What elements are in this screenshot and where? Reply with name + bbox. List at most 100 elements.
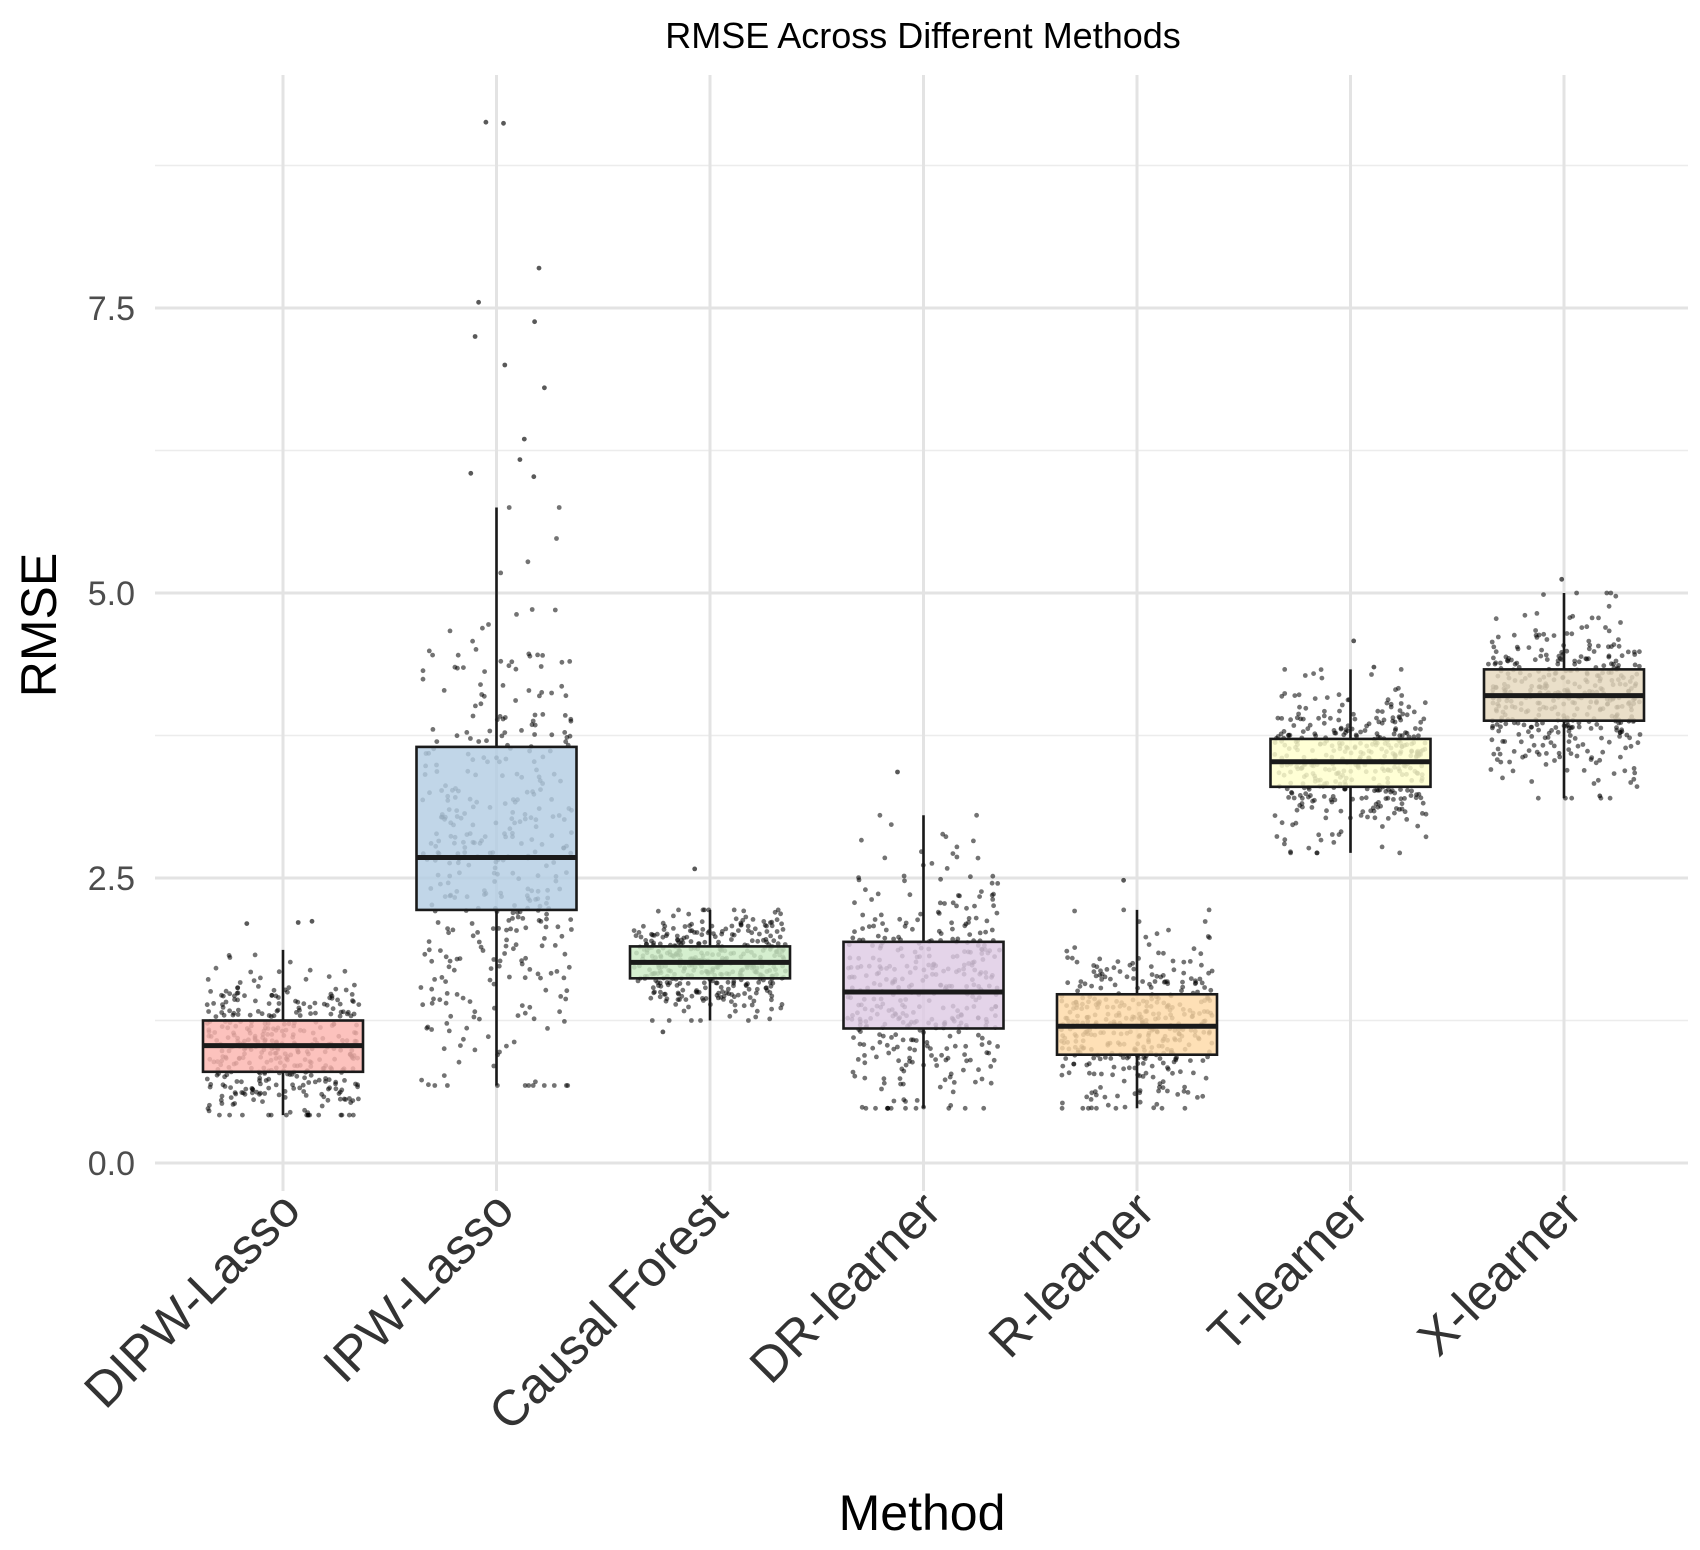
data-point <box>275 1007 281 1013</box>
data-point <box>1082 981 1088 987</box>
data-point <box>1574 753 1580 759</box>
data-point <box>1416 733 1421 739</box>
data-point <box>479 692 485 697</box>
data-point <box>1175 1092 1181 1097</box>
data-point <box>756 980 762 985</box>
data-point <box>1208 987 1214 993</box>
data-point <box>961 1067 966 1073</box>
data-point <box>1534 611 1540 616</box>
data-point <box>1379 709 1385 714</box>
data-point <box>1180 984 1186 990</box>
data-point <box>227 1008 233 1014</box>
data-point <box>548 970 554 976</box>
data-point <box>1200 1093 1206 1099</box>
y-tick-label: 0.0 <box>88 1145 135 1183</box>
data-point <box>1534 749 1540 755</box>
data-point <box>321 1094 327 1100</box>
data-point <box>260 1099 265 1104</box>
data-point <box>884 1042 890 1048</box>
data-point <box>1203 1075 1209 1081</box>
data-point <box>231 1010 237 1016</box>
data-point <box>1637 732 1643 737</box>
data-point <box>333 986 339 992</box>
data-point <box>1388 789 1394 795</box>
data-point <box>1143 934 1149 940</box>
data-point <box>1531 742 1537 748</box>
data-point <box>348 1013 354 1019</box>
data-point <box>499 733 505 739</box>
data-point <box>306 1080 312 1085</box>
data-point <box>1300 716 1306 722</box>
data-point <box>700 907 706 913</box>
data-point <box>1529 724 1534 730</box>
data-point <box>1314 850 1320 856</box>
data-point <box>1488 767 1494 772</box>
data-point <box>476 739 482 744</box>
data-point <box>893 1032 899 1038</box>
data-point <box>752 926 758 932</box>
data-point <box>432 1083 438 1088</box>
data-point <box>454 733 460 739</box>
data-point <box>1383 796 1389 801</box>
data-point <box>557 1009 562 1015</box>
data-point <box>954 854 960 860</box>
data-point <box>555 924 561 930</box>
data-point <box>431 996 436 1002</box>
data-point <box>950 851 956 856</box>
data-point <box>902 878 907 884</box>
data-point <box>943 834 949 840</box>
data-point <box>447 958 453 964</box>
data-point <box>1137 1099 1143 1105</box>
data-point <box>290 1082 295 1088</box>
data-point <box>1625 649 1631 655</box>
data-point <box>251 978 257 983</box>
data-point <box>1533 628 1538 633</box>
data-point <box>913 1038 919 1043</box>
data-point <box>882 935 888 941</box>
data-point <box>1539 647 1544 653</box>
data-point <box>551 1083 557 1088</box>
data-point <box>271 1013 277 1019</box>
data-point <box>445 1083 450 1088</box>
data-point <box>1399 733 1405 738</box>
data-point <box>1137 1073 1142 1079</box>
data-point <box>745 928 751 933</box>
data-point <box>1338 726 1344 732</box>
data-point <box>1282 691 1288 696</box>
data-point <box>219 1101 225 1106</box>
data-point <box>458 1043 463 1048</box>
data-point <box>1312 731 1318 737</box>
x-axis-title: Method <box>839 1485 1006 1541</box>
data-point <box>860 926 865 931</box>
data-point <box>563 996 569 1002</box>
data-point <box>515 914 521 920</box>
data-point <box>1596 643 1601 649</box>
data-point <box>1069 955 1075 961</box>
outlier-point <box>468 470 474 476</box>
data-point <box>912 1047 917 1053</box>
data-point <box>1579 625 1585 630</box>
data-point <box>937 1084 943 1090</box>
data-point <box>1321 720 1327 726</box>
data-point <box>656 983 661 988</box>
data-point <box>1093 973 1099 979</box>
data-point <box>719 929 725 934</box>
data-point <box>526 688 532 693</box>
data-point <box>1600 749 1606 755</box>
data-point <box>733 1008 738 1014</box>
data-point <box>319 1103 325 1109</box>
data-point <box>1637 649 1642 655</box>
data-point <box>316 1077 322 1083</box>
data-point <box>749 938 755 944</box>
data-point <box>538 664 544 669</box>
data-point <box>872 917 878 922</box>
data-point <box>255 1009 261 1014</box>
data-point <box>1540 742 1546 748</box>
data-point <box>729 992 735 997</box>
data-point <box>1594 722 1600 727</box>
data-point <box>444 1021 450 1026</box>
data-point <box>1404 817 1410 822</box>
data-point <box>1137 1088 1143 1093</box>
data-point <box>1086 1105 1091 1111</box>
data-point <box>1397 708 1403 713</box>
